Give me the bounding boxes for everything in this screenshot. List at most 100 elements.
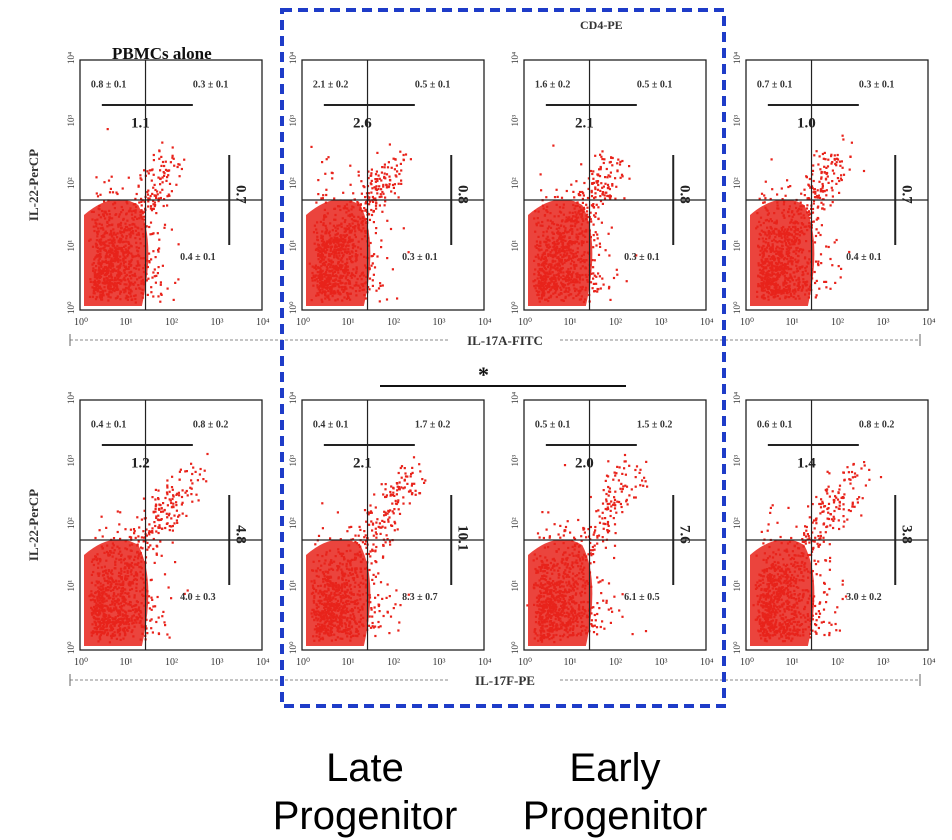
event-dot <box>539 242 542 245</box>
event-dot <box>198 473 201 476</box>
event-dot <box>127 210 131 213</box>
event-dot <box>367 267 370 270</box>
event-dot <box>364 281 368 284</box>
event-dot <box>536 253 540 256</box>
event-dot <box>356 277 359 281</box>
event-dot <box>130 617 133 620</box>
event-dot <box>341 637 344 640</box>
event-dot <box>152 271 155 274</box>
event-dot <box>124 290 127 293</box>
event-dot <box>121 614 124 617</box>
plot-frame <box>79 399 263 651</box>
event-dot <box>558 231 561 235</box>
event-dot <box>545 268 548 271</box>
event-dot <box>91 630 95 633</box>
event-dot <box>801 271 804 274</box>
event-dot <box>542 286 545 289</box>
event-dot <box>113 268 116 271</box>
event-dot <box>140 204 143 207</box>
event-dot <box>93 289 96 292</box>
event-dot <box>354 235 357 239</box>
event-dot <box>128 246 131 249</box>
event-dot <box>108 619 111 622</box>
event-dot <box>341 264 344 267</box>
event-dot <box>354 600 357 604</box>
event-dot <box>133 272 136 275</box>
event-dot <box>350 276 353 279</box>
event-dot <box>316 231 319 234</box>
event-dot <box>571 241 574 244</box>
event-dot <box>115 249 118 252</box>
event-dot <box>109 270 112 273</box>
event-dot <box>342 240 345 243</box>
event-dot <box>97 595 100 598</box>
event-dot <box>793 242 796 245</box>
event-dot <box>101 298 104 301</box>
event-dot <box>826 165 830 168</box>
event-dot <box>114 617 117 620</box>
event-dot <box>578 291 581 294</box>
event-dot <box>568 211 571 214</box>
event-dot <box>359 275 362 278</box>
event-dot <box>537 270 540 273</box>
event-dot <box>332 238 335 241</box>
event-dot <box>378 185 381 188</box>
event-dot <box>107 249 111 252</box>
event-dot <box>171 497 174 501</box>
event-dot <box>402 153 405 157</box>
event-dot <box>344 234 347 237</box>
event-dot <box>338 291 341 294</box>
event-dot <box>386 257 389 260</box>
event-dot <box>341 260 344 263</box>
event-dot <box>586 196 590 200</box>
event-dot <box>833 172 836 175</box>
event-dot <box>574 215 577 218</box>
event-dot <box>92 262 95 265</box>
event-dot <box>560 288 563 291</box>
event-dot <box>191 500 194 503</box>
event-dot <box>611 164 614 167</box>
event-dot <box>113 623 116 626</box>
event-dot <box>119 623 122 626</box>
event-dot <box>128 584 131 587</box>
event-dot <box>136 217 139 220</box>
event-dot <box>134 225 137 228</box>
event-dot <box>96 604 100 607</box>
event-dot <box>318 266 321 270</box>
event-dot <box>557 215 560 218</box>
event-dot <box>109 263 112 266</box>
event-dot <box>770 281 773 284</box>
event-dot <box>816 216 819 220</box>
event-dot <box>318 254 321 257</box>
event-dot <box>325 215 328 218</box>
event-dot <box>795 270 798 273</box>
event-dot <box>112 239 115 243</box>
event-dot <box>136 557 140 560</box>
event-dot <box>117 620 120 624</box>
event-dot <box>329 242 332 245</box>
event-dot <box>581 201 584 204</box>
event-dot <box>555 203 558 206</box>
event-dot <box>141 292 145 295</box>
event-dot <box>140 518 143 521</box>
event-dot <box>582 206 585 209</box>
event-dot <box>778 285 781 288</box>
event-dot <box>161 176 164 179</box>
event-dot <box>104 269 107 273</box>
event-dot <box>370 191 373 194</box>
event-dot <box>589 281 593 284</box>
event-dot <box>322 263 325 266</box>
event-dot <box>341 243 344 246</box>
event-dot <box>354 260 357 263</box>
event-dot <box>100 238 103 241</box>
event-dot <box>559 233 562 236</box>
event-dot <box>113 250 116 253</box>
event-dot <box>767 276 770 279</box>
event-dot <box>113 277 117 280</box>
event-dot <box>562 203 565 206</box>
event-dot <box>336 298 339 301</box>
event-dot <box>122 254 125 257</box>
event-dot <box>171 524 174 528</box>
event-dot <box>338 205 341 208</box>
event-dot <box>102 609 105 612</box>
